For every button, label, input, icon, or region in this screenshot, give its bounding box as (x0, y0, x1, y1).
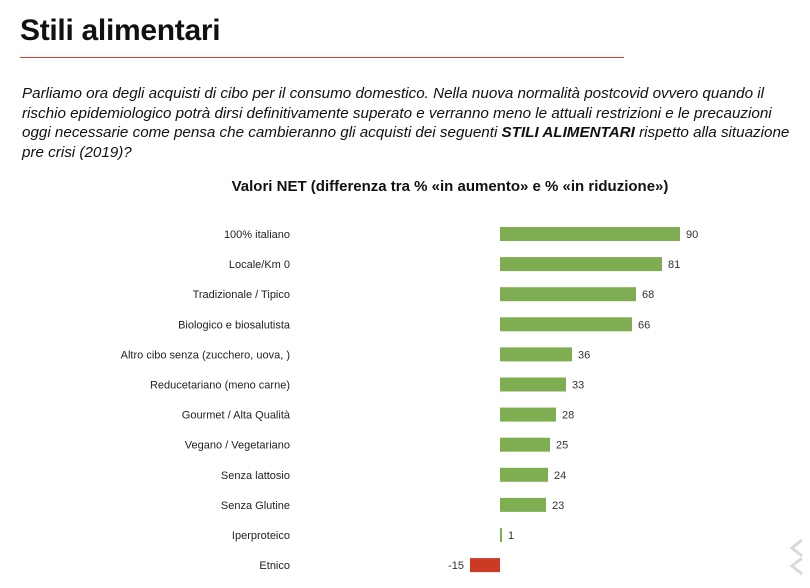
category-label: Tradizionale / Tipico (193, 289, 290, 301)
category-label: Vegano / Vegetariano (185, 440, 290, 452)
value-label: 33 (572, 380, 584, 392)
value-label: 66 (638, 319, 650, 331)
value-label: 28 (562, 410, 574, 422)
bar (500, 407, 556, 422)
value-label: 36 (578, 349, 590, 361)
category-label: Altro cibo senza (zucchero, uova, ) (121, 349, 290, 361)
value-label: 25 (556, 440, 568, 452)
bar (500, 497, 546, 512)
category-label: Iperproteico (232, 530, 290, 542)
bar (500, 287, 636, 302)
title-underline (20, 57, 624, 58)
bar (500, 317, 632, 332)
bar (500, 257, 662, 272)
bar (500, 528, 502, 542)
bar-chart: 100% italiano 90 Locale/Km 0 81 Tradizionale… (121, 227, 698, 573)
category-label: Biologico e biosalutista (178, 319, 291, 331)
category-label: Locale/Km 0 (229, 259, 290, 271)
category-label: Senza Glutine (221, 500, 290, 512)
category-label: 100% italiano (224, 229, 290, 241)
bar (500, 467, 548, 482)
value-label: 24 (554, 470, 566, 482)
question-outro: rispetto alla situazione pre crisi (2019… (22, 124, 790, 161)
question-emphasis: STILI ALIMENTARI (501, 124, 635, 141)
value-label: 81 (668, 259, 680, 271)
category-label: Etnico (259, 560, 290, 572)
value-label: -15 (448, 560, 464, 572)
value-label: 68 (642, 289, 654, 301)
category-label: Gourmet / Alta Qualità (182, 410, 291, 422)
page-title: Stili alimentari (20, 14, 221, 47)
value-label: 23 (552, 500, 564, 512)
bar (500, 227, 680, 241)
bar (500, 437, 550, 452)
corner-logo-icon (789, 538, 803, 576)
bar (500, 377, 566, 392)
chart-title: Valori NET (differenza tra % «in aumento… (231, 178, 669, 195)
question-intro: Parliamo ora degli acquisti di cibo per … (22, 85, 772, 141)
category-label: Reducetariano (meno carne) (150, 380, 290, 392)
bar (500, 347, 572, 362)
survey-question: Parliamo ora degli acquisti di cibo per … (22, 84, 802, 162)
category-label: Senza lattosio (221, 470, 290, 482)
value-label: 90 (686, 229, 698, 241)
bar (470, 558, 500, 573)
value-label: 1 (508, 530, 514, 542)
